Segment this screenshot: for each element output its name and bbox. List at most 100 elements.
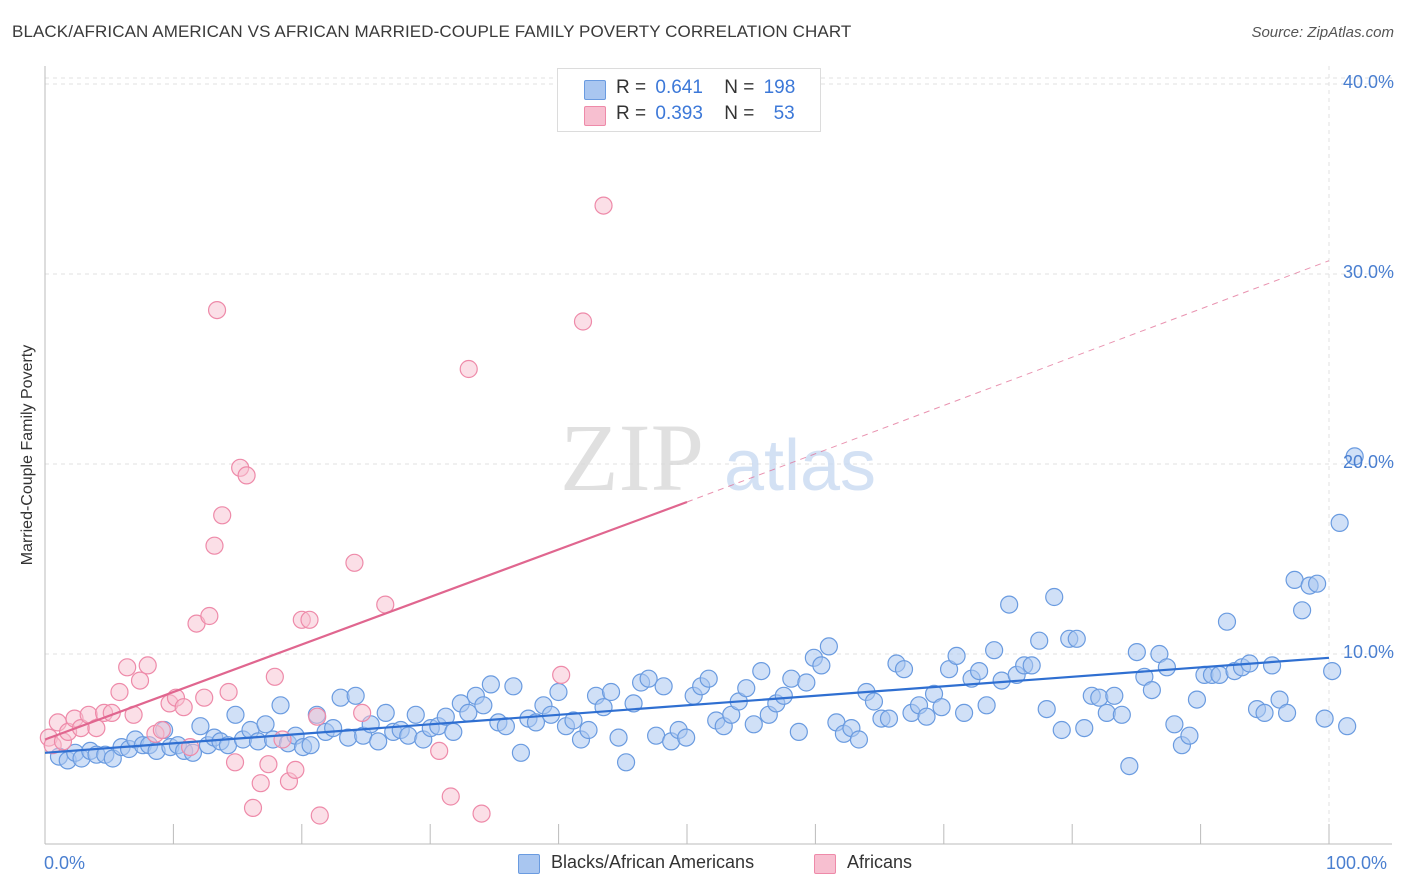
- point-blacks: [579, 720, 598, 740]
- point-blacks: [601, 682, 621, 702]
- point-blacks: [301, 736, 320, 755]
- point-blacks: [191, 717, 210, 736]
- point-blacks: [459, 703, 478, 723]
- point-blacks: [1323, 661, 1342, 681]
- point-africans: [207, 301, 227, 320]
- point-africans: [273, 730, 292, 749]
- point-africans: [243, 798, 263, 818]
- point-blacks: [1142, 680, 1161, 700]
- point-blacks: [1293, 601, 1312, 620]
- stats-box: R = 0.641 N = 198 R = 0.393 N = 53: [557, 68, 821, 132]
- y-tick-label: 10.0%: [1342, 642, 1394, 662]
- point-blacks: [226, 705, 245, 724]
- point-blacks: [1105, 686, 1124, 705]
- n-label-blue: N =: [724, 77, 755, 98]
- point-blacks: [1277, 703, 1297, 723]
- point-blacks: [879, 709, 899, 728]
- stats-text-pink: R = 0.393 N = 53: [616, 103, 795, 125]
- point-africans: [472, 804, 491, 823]
- point-africans: [110, 682, 129, 702]
- point-blacks: [1165, 715, 1184, 734]
- point-africans: [459, 359, 478, 379]
- point-africans: [174, 698, 193, 717]
- point-blacks: [256, 715, 275, 734]
- point-africans: [345, 553, 364, 572]
- point-blacks: [985, 641, 1004, 660]
- point-blacks: [369, 732, 388, 751]
- point-blacks: [744, 715, 763, 734]
- trend-lines: [44, 260, 1330, 754]
- point-blacks: [1090, 688, 1109, 707]
- legend-swatch-blue: [518, 854, 540, 874]
- point-blacks: [819, 637, 838, 656]
- x-tick-min: 0.0%: [44, 853, 86, 873]
- trend-line-africans: [44, 500, 688, 741]
- r-value-pink: 0.393: [655, 103, 703, 124]
- r-label-pink: R =: [616, 103, 647, 124]
- point-blacks: [346, 686, 365, 705]
- point-blacks: [1045, 587, 1064, 607]
- point-blacks: [1262, 656, 1282, 675]
- point-blacks: [1180, 726, 1199, 745]
- point-blacks: [474, 696, 493, 715]
- point-africans: [573, 312, 593, 331]
- point-blacks: [932, 698, 951, 717]
- legend-label-africans: Africans: [847, 852, 913, 872]
- point-africans: [265, 667, 284, 686]
- legend-swatch-pink: [814, 854, 836, 874]
- n-value-blue: 198: [763, 77, 796, 98]
- point-africans: [259, 755, 278, 774]
- point-blacks: [444, 722, 463, 742]
- point-blacks: [511, 743, 531, 762]
- point-blacks: [399, 726, 418, 745]
- y-tick-label: 40.0%: [1342, 72, 1394, 92]
- point-blacks: [496, 717, 515, 736]
- point-blacks: [616, 753, 636, 772]
- point-africans: [300, 610, 319, 629]
- watermark-zip: ZIP: [560, 404, 704, 511]
- point-africans: [118, 658, 137, 677]
- point-blacks: [594, 698, 613, 717]
- point-africans: [286, 760, 305, 780]
- point-blacks: [1255, 703, 1274, 723]
- point-blacks: [639, 669, 658, 688]
- series-blacks-points: [49, 447, 1364, 776]
- point-africans: [441, 787, 460, 806]
- trend-line-blacks: [44, 656, 1330, 754]
- point-blacks: [526, 713, 546, 732]
- point-blacks: [1075, 718, 1094, 738]
- point-africans: [251, 774, 270, 793]
- point-blacks: [864, 692, 884, 711]
- point-blacks: [1210, 665, 1229, 685]
- x-tick-max: 100.0%: [1326, 853, 1388, 873]
- point-blacks: [1330, 513, 1349, 533]
- point-blacks: [789, 722, 808, 742]
- chart-source: Source: ZipAtlas.com: [1251, 24, 1394, 41]
- watermark-atlas: atlas: [724, 426, 876, 506]
- point-blacks: [774, 686, 793, 705]
- point-blacks: [1157, 658, 1176, 677]
- point-blacks: [677, 728, 696, 747]
- r-value-blue: 0.641: [655, 77, 703, 98]
- point-africans: [205, 536, 224, 555]
- chart-title: BLACK/AFRICAN AMERICAN VS AFRICAN MARRIE…: [12, 22, 852, 41]
- point-blacks: [977, 696, 996, 715]
- point-africans: [152, 720, 171, 740]
- legend-label-blacks: Blacks/African Americans: [551, 852, 755, 872]
- point-blacks: [1120, 756, 1139, 776]
- point-blacks: [752, 661, 771, 681]
- point-africans: [237, 466, 256, 485]
- point-blacks: [248, 732, 268, 751]
- point-blacks: [1052, 720, 1071, 740]
- point-blacks: [849, 730, 869, 749]
- y-tick-label: 20.0%: [1342, 452, 1394, 472]
- point-blacks: [797, 673, 816, 692]
- point-blacks: [1022, 656, 1041, 675]
- stats-text-blue: R = 0.641 N = 198: [616, 77, 795, 99]
- point-blacks: [1217, 612, 1237, 631]
- point-blacks: [1338, 717, 1357, 736]
- point-blacks: [376, 703, 395, 723]
- point-blacks: [1127, 642, 1146, 662]
- point-blacks: [1187, 690, 1207, 709]
- point-blacks: [504, 677, 523, 696]
